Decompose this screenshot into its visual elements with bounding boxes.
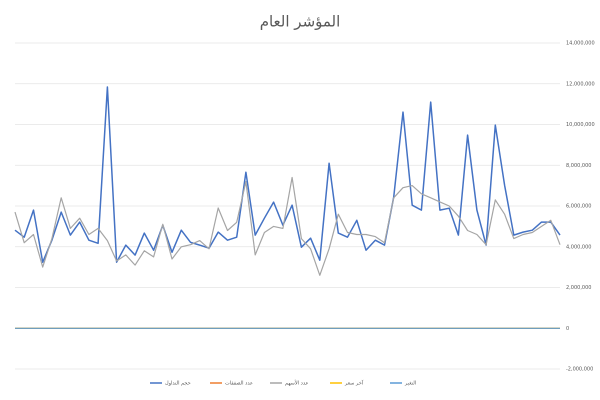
legend-label: آخر سعر bbox=[344, 380, 364, 387]
y-tick-label: 2,000,000 bbox=[566, 285, 591, 291]
series-line bbox=[14, 86, 561, 263]
y-tick-label: 10,000,000 bbox=[566, 122, 595, 128]
legend-label: حجم التداول bbox=[165, 381, 191, 387]
y-tick-label: 12,000,000 bbox=[566, 81, 595, 87]
y-tick-label: 14,000,000 bbox=[566, 41, 595, 47]
y-tick-label: 6,000,000 bbox=[566, 204, 591, 210]
legend-label: عدد الصفقات bbox=[225, 381, 253, 387]
legend-label: التغير bbox=[404, 381, 416, 387]
y-tick-label: 0 bbox=[566, 326, 569, 332]
y-tick-label: 8,000,000 bbox=[566, 163, 591, 169]
y-tick-label: -2,000,000 bbox=[566, 367, 593, 373]
legend-label: عدد الأسهم bbox=[285, 380, 309, 387]
chart-title: المؤشر العام bbox=[260, 13, 341, 31]
y-tick-label: 4,000,000 bbox=[566, 244, 591, 250]
series-line bbox=[14, 176, 561, 276]
